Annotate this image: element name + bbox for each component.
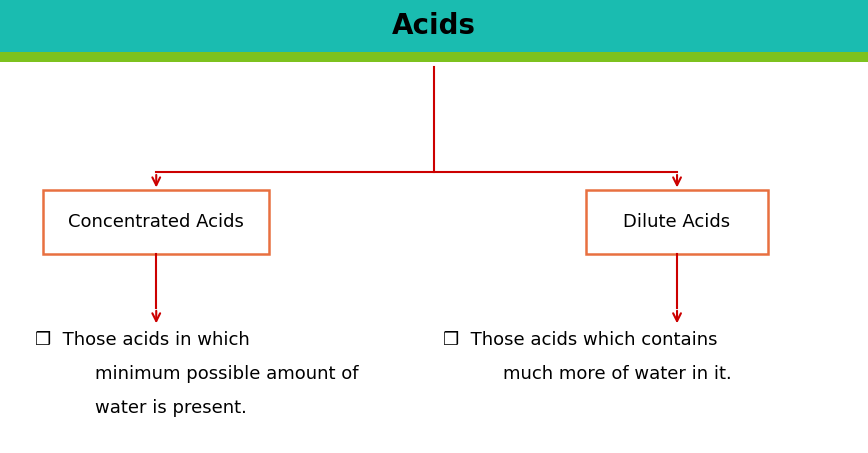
Text: minimum possible amount of: minimum possible amount of bbox=[95, 365, 359, 383]
Text: much more of water in it.: much more of water in it. bbox=[503, 365, 733, 383]
Text: water is present.: water is present. bbox=[95, 399, 247, 417]
Text: ❒  Those acids which contains: ❒ Those acids which contains bbox=[443, 331, 717, 349]
Bar bbox=[586, 190, 768, 254]
Text: Acids: Acids bbox=[392, 12, 476, 40]
Text: Concentrated Acids: Concentrated Acids bbox=[69, 213, 244, 231]
Bar bbox=[0, 52, 868, 62]
Text: Dilute Acids: Dilute Acids bbox=[623, 213, 731, 231]
Text: ❒  Those acids in which: ❒ Those acids in which bbox=[35, 331, 249, 349]
Bar bbox=[0, 0, 868, 52]
Bar bbox=[43, 190, 269, 254]
